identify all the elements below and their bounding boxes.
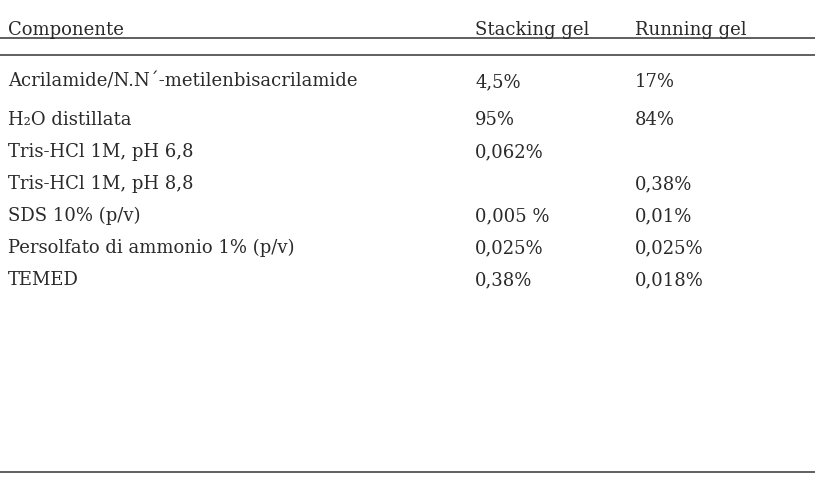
Text: SDS 10% (p/v): SDS 10% (p/v) bbox=[8, 206, 140, 225]
Text: 84%: 84% bbox=[635, 111, 675, 129]
Text: Persolfato di ammonio 1% (p/v): Persolfato di ammonio 1% (p/v) bbox=[8, 239, 294, 257]
Text: Running gel: Running gel bbox=[635, 21, 747, 39]
Text: H₂O distillata: H₂O distillata bbox=[8, 111, 131, 129]
Text: 17%: 17% bbox=[635, 73, 675, 91]
Text: Stacking gel: Stacking gel bbox=[475, 21, 589, 39]
Text: 95%: 95% bbox=[475, 111, 515, 129]
Text: Acrilamide/N.N´-metilenbisacrilamide: Acrilamide/N.N´-metilenbisacrilamide bbox=[8, 73, 358, 91]
Text: 0,38%: 0,38% bbox=[475, 270, 532, 288]
Text: Componente: Componente bbox=[8, 21, 124, 39]
Text: 0,005 %: 0,005 % bbox=[475, 206, 549, 225]
Text: Tris-HCl 1M, pH 8,8: Tris-HCl 1M, pH 8,8 bbox=[8, 175, 193, 192]
Text: 0,025%: 0,025% bbox=[475, 239, 544, 256]
Text: 0,01%: 0,01% bbox=[635, 206, 693, 225]
Text: 0,38%: 0,38% bbox=[635, 175, 693, 192]
Text: 0,062%: 0,062% bbox=[475, 143, 544, 161]
Text: 0,025%: 0,025% bbox=[635, 239, 703, 256]
Text: 0,018%: 0,018% bbox=[635, 270, 704, 288]
Text: 4,5%: 4,5% bbox=[475, 73, 521, 91]
Text: Tris-HCl 1M, pH 6,8: Tris-HCl 1M, pH 6,8 bbox=[8, 143, 193, 161]
Text: TEMED: TEMED bbox=[8, 270, 79, 288]
